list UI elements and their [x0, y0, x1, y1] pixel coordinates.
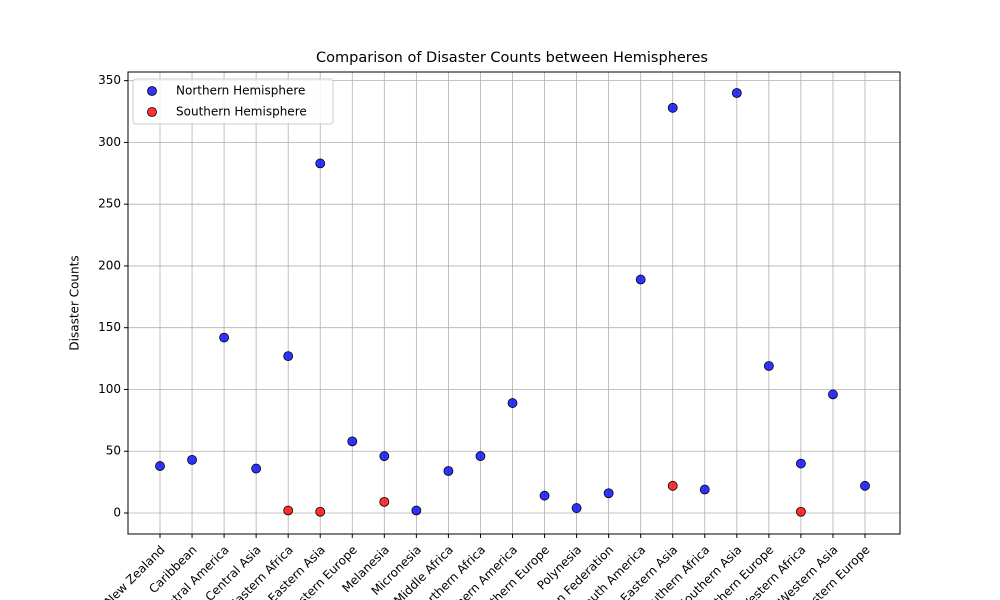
point [219, 332, 229, 343]
y-tick-label: 50 [106, 444, 121, 458]
y-tick-label: 100 [98, 382, 121, 396]
point [796, 458, 806, 469]
legend-box [132, 78, 334, 125]
legend-marker [147, 86, 157, 96]
point [796, 506, 806, 517]
point [315, 158, 326, 169]
point [475, 451, 486, 462]
y-tick-label: 350 [98, 73, 121, 87]
y-tick-label: 0 [113, 506, 121, 520]
point [507, 398, 518, 408]
point [251, 463, 262, 474]
y-tick-label: 250 [98, 197, 121, 211]
point [699, 484, 710, 495]
point [283, 351, 294, 362]
legend-label: Southern Hemisphere [176, 105, 307, 119]
point [667, 102, 678, 113]
point [379, 496, 390, 507]
y-axis-label: Disaster Counts [68, 255, 82, 350]
point [667, 480, 678, 491]
point [411, 505, 422, 516]
point [187, 454, 197, 465]
point [763, 361, 774, 371]
point [731, 88, 742, 98]
point [828, 389, 838, 400]
point [315, 506, 326, 517]
y-tick-label: 300 [98, 135, 121, 149]
point [635, 274, 646, 285]
point [603, 488, 614, 499]
point [347, 436, 358, 447]
y-tick-label: 200 [98, 258, 121, 272]
point [379, 451, 390, 462]
point [539, 490, 550, 501]
point [860, 480, 870, 491]
point [283, 505, 294, 516]
point [443, 466, 454, 476]
point [571, 503, 582, 513]
y-tick-label: 150 [98, 320, 121, 334]
legend-label: Northern Hemisphere [176, 84, 305, 98]
plot-frame [127, 71, 901, 535]
legend-marker [147, 107, 157, 117]
chart-title: Comparison of Disaster Counts between He… [316, 50, 708, 66]
point [155, 461, 165, 471]
